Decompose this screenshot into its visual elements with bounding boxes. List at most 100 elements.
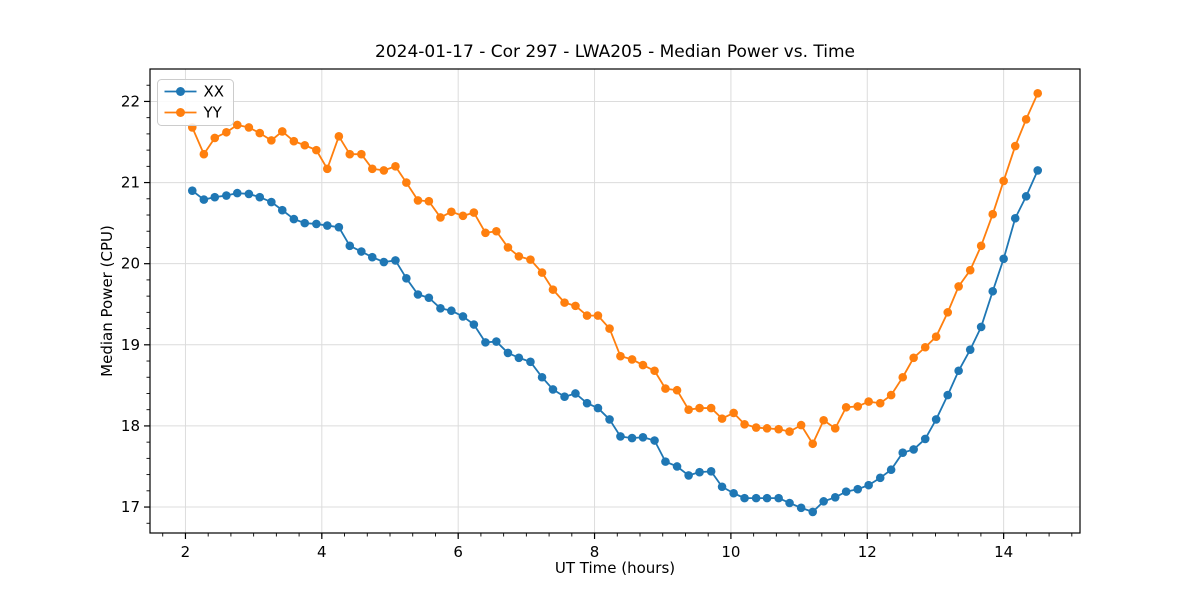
data-point [864, 480, 873, 490]
data-point [391, 162, 400, 171]
data-point [458, 312, 468, 321]
data-point [492, 226, 501, 236]
data-point [616, 432, 625, 441]
data-point [481, 228, 490, 238]
data-point [593, 311, 603, 320]
data-point [605, 324, 614, 333]
data-point [458, 211, 468, 221]
data-point [582, 398, 592, 408]
data-point [548, 285, 558, 294]
data-point [774, 424, 783, 434]
y-tick-label: 20 [121, 255, 140, 273]
x-tick-label: 14 [994, 543, 1013, 561]
data-point [537, 268, 547, 277]
data-point [537, 372, 547, 382]
data-point [841, 487, 851, 496]
data-point [469, 208, 479, 217]
data-point [931, 332, 941, 341]
data-point [447, 306, 456, 316]
data-point [650, 436, 659, 445]
data-point [277, 205, 287, 215]
data-point [571, 389, 580, 398]
data-point [277, 127, 287, 136]
data-point [976, 322, 986, 332]
data-point [638, 432, 648, 442]
data-point [334, 222, 344, 232]
data-point [740, 420, 749, 429]
data-point [729, 408, 738, 418]
data-point [920, 342, 930, 352]
data-point [819, 497, 828, 506]
legend-label: YY [203, 104, 223, 122]
series-XX-line [191, 169, 1039, 513]
data-point [638, 360, 648, 370]
data-point [187, 186, 197, 195]
legend-marker-sample [176, 108, 185, 117]
data-point [999, 254, 1008, 264]
data-point [988, 209, 998, 219]
data-point [222, 127, 231, 137]
data-point [526, 357, 535, 367]
data-point [300, 140, 310, 150]
data-point [1033, 89, 1043, 98]
data-point [1021, 192, 1031, 201]
data-point [1010, 213, 1020, 223]
data-point [312, 219, 321, 229]
data-point [267, 136, 276, 145]
data-point [222, 191, 231, 200]
axis-ticks: 2 4 6 8 10 12 14 17 18 19 20 21 22 [121, 84, 1073, 561]
series-YY-line [191, 92, 1039, 445]
data-point [232, 120, 242, 130]
data-point [548, 385, 558, 394]
data-point [886, 390, 896, 400]
data-point [357, 149, 366, 159]
data-point [650, 366, 659, 376]
data-point [560, 298, 569, 307]
data-point [774, 493, 783, 503]
data-point [413, 290, 423, 299]
data-point [909, 353, 918, 363]
data-point [965, 265, 975, 275]
data-point [424, 293, 434, 303]
data-point [954, 366, 963, 376]
y-axis-label: Median Power (CPU) [98, 225, 116, 377]
data-point [345, 149, 355, 159]
data-point [379, 166, 389, 175]
data-point [571, 301, 580, 311]
data-point [367, 164, 377, 174]
data-point [255, 192, 265, 202]
data-point [819, 415, 828, 425]
data-point [886, 465, 896, 475]
data-point [830, 493, 840, 502]
data-point [684, 405, 693, 415]
data-point [379, 257, 389, 267]
x-tick-label: 10 [721, 543, 740, 561]
data-point [334, 132, 344, 141]
data-point [300, 218, 310, 228]
data-point [841, 402, 851, 412]
data-point [729, 488, 738, 498]
data-point [672, 385, 682, 395]
data-point [661, 384, 670, 393]
x-tick-label: 12 [858, 543, 877, 561]
data-point [267, 197, 276, 207]
data-point [424, 196, 434, 206]
data-point [999, 176, 1008, 186]
data-point [808, 507, 818, 517]
data-point [255, 128, 265, 138]
y-tick-label: 22 [121, 92, 140, 110]
x-tick-label: 2 [181, 543, 191, 561]
data-point [898, 372, 908, 382]
legend-marker-sample [176, 87, 185, 96]
data-point [616, 351, 625, 361]
data-point [503, 243, 513, 252]
data-point [481, 338, 490, 347]
data-point [289, 214, 299, 224]
data-point [717, 482, 727, 492]
data-point [943, 308, 953, 317]
series-XX-markers [187, 166, 1043, 517]
y-tick-label: 18 [121, 417, 140, 435]
data-point [706, 403, 716, 413]
